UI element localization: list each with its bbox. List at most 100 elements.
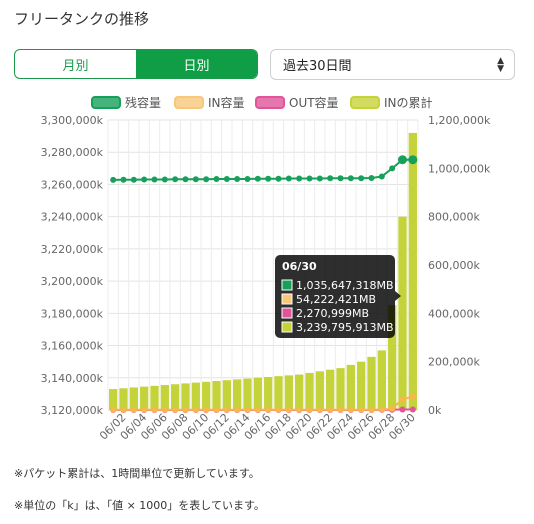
cumulative-bar [357, 361, 366, 410]
tooltip-swatch [281, 279, 293, 291]
series-point [378, 406, 385, 413]
legend-label: INの累計 [384, 95, 433, 110]
series-point [265, 406, 272, 413]
series-point [161, 406, 168, 413]
series-point [213, 175, 220, 182]
y-left-tick-label: 3,160,000k [41, 340, 104, 353]
series-point [192, 406, 199, 413]
cumulative-bar [160, 385, 169, 410]
series-point [337, 175, 344, 182]
series-point [399, 406, 406, 413]
series-point [398, 155, 407, 165]
period-type-toggle: 月別 日別 [14, 49, 258, 79]
series-point [172, 406, 179, 413]
series-point [223, 175, 230, 182]
series-point [399, 396, 406, 403]
cumulative-bar [243, 378, 252, 410]
legend-label: OUT容量 [289, 95, 339, 110]
cumulative-bar [284, 375, 293, 410]
series-point [120, 406, 127, 413]
series-point [368, 175, 375, 181]
series-point [347, 175, 354, 182]
series-point [316, 175, 323, 182]
y-left-tick-label: 3,280,000k [41, 146, 104, 159]
y-left-tick-label: 3,200,000k [41, 275, 104, 288]
series-point [408, 155, 418, 165]
series-point [223, 406, 230, 413]
series-point [327, 406, 334, 413]
series-point [285, 406, 292, 413]
series-point [306, 406, 313, 413]
up-down-caret-icon: ▲ ▼ [497, 56, 504, 74]
legend-label: IN容量 [208, 95, 245, 110]
series-point [347, 406, 354, 413]
y-left-tick-label: 3,260,000k [41, 178, 104, 191]
series-point [254, 175, 261, 182]
series-point [213, 406, 220, 413]
cumulative-bar [315, 371, 324, 410]
series-point [265, 175, 272, 182]
series-point [244, 175, 251, 182]
tab-monthly[interactable]: 月別 [62, 58, 89, 74]
cumulative-bar [253, 377, 262, 410]
series-point [389, 405, 396, 412]
tooltip-value: 1,035,647,318MB [296, 279, 394, 292]
series-point [130, 406, 137, 413]
series-point [161, 176, 168, 183]
series-point [337, 406, 344, 413]
tooltip-swatch [281, 321, 293, 333]
y-left-tick-label: 3,180,000k [41, 307, 104, 320]
cumulative-bar [181, 383, 190, 410]
period-select-value: 過去30日間 [283, 59, 352, 74]
cumulative-bar [222, 380, 231, 410]
series-point [275, 175, 282, 182]
series-point [110, 406, 117, 413]
cumulative-bar [264, 376, 273, 410]
cumulative-bar [274, 376, 283, 410]
series-point [254, 406, 261, 413]
series-point [203, 176, 210, 183]
series-point [234, 406, 241, 413]
y-right-tick-label: 1,000,000k [428, 162, 491, 175]
cumulative-bar [367, 356, 376, 410]
cumulative-bar [336, 368, 345, 410]
legend-label: 残容量 [125, 95, 161, 110]
cumulative-bar [233, 379, 242, 410]
series-point [141, 176, 148, 183]
cumulative-bar [191, 382, 200, 410]
series-point [120, 176, 127, 183]
cumulative-bar [408, 132, 417, 410]
series-point [110, 176, 117, 183]
y-right-tick-label: 800,000k [428, 211, 480, 224]
series-point [151, 176, 158, 183]
tooltip-swatch [281, 293, 293, 305]
tab-daily[interactable]: 日別 [136, 50, 257, 78]
cumulative-bar [150, 385, 159, 410]
series-point [296, 406, 303, 413]
tooltip-caret [395, 291, 401, 301]
series-point [203, 406, 210, 413]
series-point [358, 175, 365, 182]
cumulative-bar [377, 350, 386, 410]
cumulative-bar [202, 381, 211, 410]
cumulative-bar [109, 389, 118, 410]
tooltip-value: 2,270,999MB [296, 307, 369, 320]
capacity-chart: 残容量 IN容量 OUT容量 INの累計 3,120,000k 3,140,000k 3,1… [41, 95, 491, 443]
series-point [172, 176, 179, 183]
y-right-tick-label: 400,000k [428, 307, 480, 320]
cumulative-bar [326, 369, 335, 410]
series-point [306, 175, 313, 182]
series-point [285, 175, 292, 182]
series-point [389, 165, 396, 172]
cumulative-bar [305, 372, 314, 410]
cumulative-bar [212, 381, 221, 410]
period-select[interactable]: 過去30日間 ▲ ▼ [270, 49, 515, 80]
y-left-tick-label: 3,120,000k [41, 404, 104, 417]
series-point [368, 406, 375, 413]
cumulative-bar [129, 387, 138, 410]
series-point [316, 406, 323, 413]
series-point [327, 175, 334, 182]
legend-swatch [174, 96, 204, 109]
series-point [296, 175, 303, 182]
cumulative-bar [119, 388, 128, 410]
